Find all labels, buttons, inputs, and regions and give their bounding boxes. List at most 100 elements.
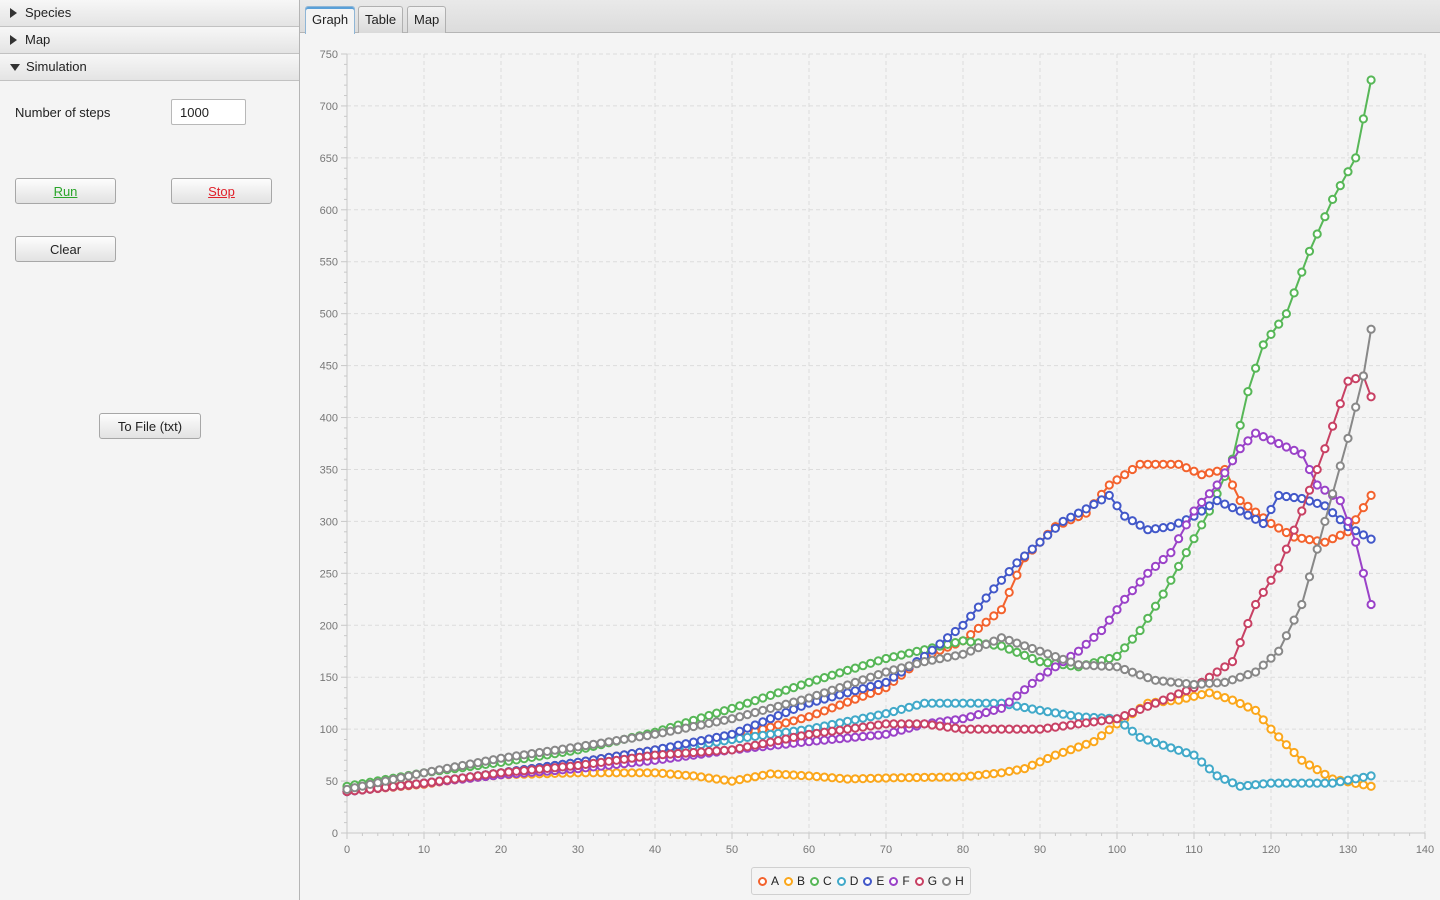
simulation-panel: Number of steps Run Stop Clear To File (…: [0, 81, 299, 899]
tab-graph[interactable]: Graph: [305, 6, 356, 34]
data-point: [1073, 742, 1084, 752]
data-point: [919, 772, 930, 783]
data-point: [935, 721, 945, 731]
data-point: [1135, 732, 1145, 743]
data-point: [665, 749, 675, 759]
data-point: [1135, 670, 1145, 680]
data-point: [1058, 709, 1068, 719]
data-point: [996, 575, 1007, 585]
data-point: [1358, 772, 1369, 782]
data-point: [1135, 625, 1145, 636]
data-point: [773, 701, 783, 711]
data-point: [758, 705, 768, 716]
expand-arrow-icon: [10, 8, 17, 18]
data-point: [1004, 567, 1014, 577]
to-file-button[interactable]: To File (txt): [99, 413, 201, 439]
data-point: [473, 771, 483, 781]
data-point: [1251, 599, 1261, 610]
data-point: [1366, 324, 1376, 334]
data-point: [1012, 765, 1022, 775]
data-point: [1251, 507, 1261, 517]
data-point: [1297, 506, 1307, 516]
data-point: [812, 728, 822, 738]
data-point: [1266, 435, 1276, 445]
data-point: [1150, 675, 1161, 685]
steps-input[interactable]: [171, 99, 246, 125]
data-point: [950, 651, 960, 661]
x-tick-label: 40: [649, 844, 661, 856]
data-point: [773, 688, 783, 698]
data-point: [1066, 512, 1076, 522]
data-point: [1227, 503, 1238, 513]
data-point: [765, 714, 776, 724]
data-point: [1227, 657, 1238, 667]
data-point: [1227, 675, 1238, 685]
data-point: [342, 784, 352, 795]
data-point: [1181, 463, 1191, 473]
data-point: [1150, 459, 1161, 469]
accordion-map[interactable]: Map: [0, 27, 299, 54]
accordion-species[interactable]: Species: [0, 0, 299, 27]
data-point: [881, 773, 891, 783]
data-point: [1312, 765, 1322, 775]
data-point: [1304, 778, 1315, 788]
data-point: [1258, 432, 1268, 442]
steps-label: Number of steps: [15, 105, 111, 120]
accordion-simulation[interactable]: Simulation: [0, 54, 299, 81]
stop-button[interactable]: Stop: [171, 178, 272, 204]
stop-button-label: Stop: [208, 183, 235, 199]
y-tick-label: 50: [326, 776, 338, 788]
legend-item-e: E: [863, 874, 884, 888]
data-point: [650, 750, 660, 760]
data-point: [519, 766, 529, 776]
data-point: [1297, 533, 1307, 543]
data-point: [1097, 625, 1107, 636]
data-point: [1073, 712, 1084, 722]
data-point: [1127, 516, 1138, 526]
tab-map[interactable]: Map: [407, 6, 447, 33]
data-point: [1081, 639, 1091, 649]
y-tick-label: 600: [320, 205, 338, 217]
clear-button[interactable]: Clear: [15, 236, 116, 262]
data-point: [1274, 438, 1284, 449]
data-point: [1243, 702, 1253, 712]
run-button[interactable]: Run: [15, 178, 116, 204]
accordion-map-label: Map: [25, 32, 51, 47]
data-point: [742, 773, 752, 783]
data-point: [635, 752, 645, 762]
data-point: [804, 737, 814, 747]
tab-table[interactable]: Table: [358, 6, 404, 33]
population-line-chart: 0501001502002503003504004505005506006507…: [320, 49, 1435, 856]
data-point: [1004, 635, 1014, 646]
data-point: [1289, 492, 1299, 503]
data-point: [819, 772, 830, 782]
data-point: [1166, 692, 1176, 702]
data-point: [996, 605, 1007, 615]
data-point: [789, 716, 799, 726]
data-point: [1235, 420, 1245, 430]
data-point: [388, 774, 398, 785]
data-point: [943, 652, 953, 662]
data-point: [1343, 376, 1353, 386]
data-point: [411, 769, 421, 780]
data-point: [1212, 496, 1222, 506]
data-point: [1035, 757, 1045, 767]
data-point: [1150, 601, 1161, 611]
data-point: [457, 760, 468, 771]
data-point: [1158, 589, 1168, 599]
data-point: [1050, 652, 1061, 662]
data-point: [350, 783, 360, 793]
data-point: [558, 744, 568, 754]
data-point: [542, 746, 552, 757]
legend-item-f: F: [889, 874, 910, 888]
data-point: [635, 768, 645, 778]
data-point: [958, 649, 968, 659]
data-point: [1212, 690, 1222, 700]
data-point: [704, 734, 714, 744]
data-point: [1058, 654, 1068, 664]
data-point: [1127, 586, 1138, 596]
data-point: [1251, 363, 1261, 373]
data-point: [1135, 577, 1145, 587]
x-tick-label: 140: [1416, 844, 1434, 856]
collapse-arrow-icon: [10, 63, 20, 71]
